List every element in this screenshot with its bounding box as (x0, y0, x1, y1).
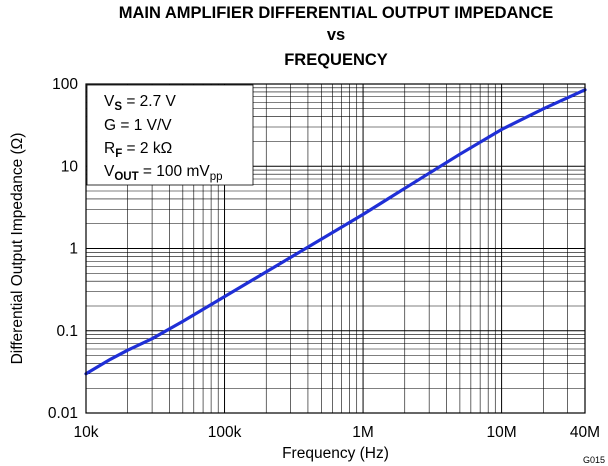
legend-entry-value: = 100 mV (139, 163, 211, 180)
y-axis-label: Differential Output Impedance (Ω) (9, 133, 26, 365)
x-tick-label: 10M (487, 424, 517, 441)
series-lines (84, 88, 587, 376)
x-tick-label: 1M (352, 424, 374, 441)
x-tick-labels: 10k 100k 1M 10M 40M (74, 424, 601, 441)
legend-entry-text: R (104, 140, 115, 157)
legend-entry-value: = 2.7 V (122, 93, 177, 110)
y-tick-label: 0.1 (56, 323, 78, 340)
chart-title-line-2: vs (327, 26, 345, 44)
legend-entry-3: RF = 2 kΩ (104, 140, 172, 160)
legend-entry-subscript: OUT (114, 171, 138, 183)
x-tick-label: 10k (74, 424, 99, 441)
legend-entry-text: V (104, 163, 115, 180)
chart-title: MAIN AMPLIFIER DIFFERENTIAL OUTPUT IMPED… (119, 4, 554, 69)
chart-title-line-1: MAIN AMPLIFIER DIFFERENTIAL OUTPUT IMPED… (119, 4, 554, 22)
legend-entry-1: VS = 2.7 V (104, 93, 177, 113)
legend-entry-unit-subscript: pp (210, 171, 223, 183)
plot-frame (85, 83, 586, 414)
legend-entry-subscript: S (114, 101, 122, 113)
x-tick-label: 40M (570, 424, 600, 441)
legend-background (86, 84, 254, 186)
legend-entry-text: G = 1 V/V (104, 117, 172, 134)
figure-code: G015 (583, 455, 605, 465)
y-tick-labels: 0.01 0.1 1 10 100 (48, 76, 79, 422)
legend-entry-4: VOUT = 100 mVpp (104, 163, 223, 183)
legend-entry-subscript: F (115, 148, 122, 160)
y-tick-label: 10 (61, 158, 79, 175)
chart-title-line-3: FREQUENCY (284, 51, 388, 69)
x-axis-label: Frequency (Hz) (282, 445, 389, 462)
series-line-1 (84, 88, 587, 376)
x-tick-label: 100k (208, 424, 242, 441)
legend-entry-value: = 2 kΩ (122, 140, 172, 157)
y-tick-label: 100 (52, 76, 78, 93)
legend-entry-2: G = 1 V/V (104, 117, 172, 134)
y-tick-label: 0.01 (48, 405, 78, 422)
legend-entry-text: V (104, 93, 115, 110)
y-tick-label: 1 (69, 241, 78, 258)
